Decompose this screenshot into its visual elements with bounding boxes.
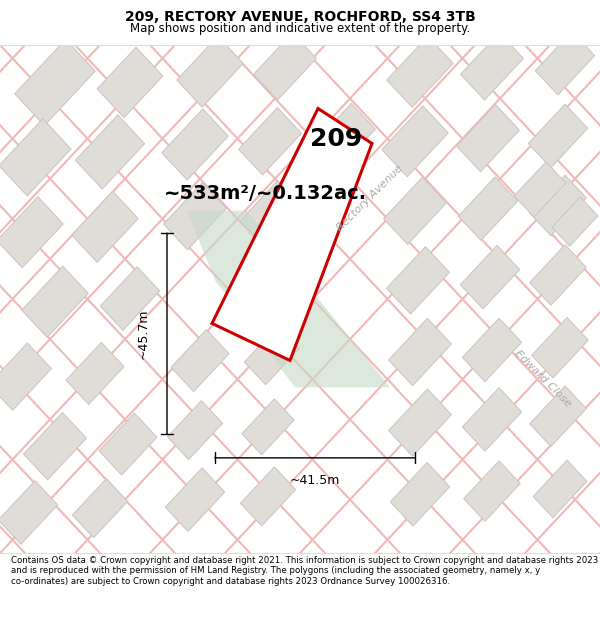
Polygon shape	[242, 399, 294, 455]
Polygon shape	[382, 106, 448, 177]
Polygon shape	[463, 318, 521, 382]
Polygon shape	[241, 467, 296, 526]
Text: 209, RECTORY AVENUE, ROCHFORD, SS4 3TB: 209, RECTORY AVENUE, ROCHFORD, SS4 3TB	[125, 10, 475, 24]
Polygon shape	[171, 329, 229, 392]
Polygon shape	[461, 32, 523, 100]
Text: ~45.7m: ~45.7m	[137, 308, 149, 359]
Polygon shape	[241, 181, 299, 245]
Polygon shape	[244, 326, 299, 385]
Polygon shape	[187, 211, 390, 388]
Polygon shape	[530, 386, 586, 446]
Text: Edward Close: Edward Close	[513, 348, 573, 409]
Polygon shape	[532, 318, 588, 378]
Polygon shape	[463, 388, 521, 451]
Text: Map shows position and indicative extent of the property.: Map shows position and indicative extent…	[130, 22, 470, 35]
Polygon shape	[0, 343, 52, 410]
Text: Rectory Avenue: Rectory Avenue	[335, 164, 405, 233]
Polygon shape	[99, 413, 157, 475]
Polygon shape	[97, 48, 163, 118]
Polygon shape	[72, 191, 138, 262]
Polygon shape	[514, 162, 566, 217]
Polygon shape	[383, 177, 446, 244]
Polygon shape	[239, 107, 301, 175]
Polygon shape	[457, 104, 520, 172]
Polygon shape	[167, 401, 223, 459]
Polygon shape	[0, 481, 58, 544]
Polygon shape	[66, 342, 124, 404]
Polygon shape	[0, 197, 63, 268]
Polygon shape	[314, 103, 376, 169]
Polygon shape	[22, 266, 88, 338]
Polygon shape	[73, 479, 128, 538]
Text: Contains OS data © Crown copyright and database right 2021. This information is : Contains OS data © Crown copyright and d…	[11, 556, 598, 586]
Text: 209: 209	[310, 127, 362, 151]
Polygon shape	[529, 104, 587, 168]
Polygon shape	[164, 182, 226, 250]
Polygon shape	[460, 246, 520, 309]
Polygon shape	[100, 267, 160, 330]
Polygon shape	[458, 177, 518, 241]
Polygon shape	[23, 412, 86, 480]
Polygon shape	[386, 247, 449, 314]
Polygon shape	[162, 109, 228, 180]
Text: ~533m²/~0.132ac.: ~533m²/~0.132ac.	[163, 184, 367, 203]
Polygon shape	[76, 115, 145, 189]
Polygon shape	[552, 197, 598, 246]
Polygon shape	[530, 175, 586, 236]
Polygon shape	[464, 461, 520, 521]
Polygon shape	[391, 462, 449, 526]
Text: ~41.5m: ~41.5m	[290, 474, 340, 487]
Polygon shape	[533, 460, 587, 518]
Polygon shape	[0, 119, 71, 196]
Polygon shape	[535, 31, 595, 95]
Polygon shape	[212, 109, 372, 361]
Polygon shape	[387, 36, 453, 108]
Polygon shape	[14, 39, 95, 126]
Polygon shape	[389, 318, 451, 386]
Polygon shape	[389, 389, 451, 456]
Polygon shape	[254, 32, 316, 100]
Polygon shape	[177, 36, 243, 108]
Polygon shape	[166, 468, 224, 531]
Polygon shape	[530, 245, 586, 305]
